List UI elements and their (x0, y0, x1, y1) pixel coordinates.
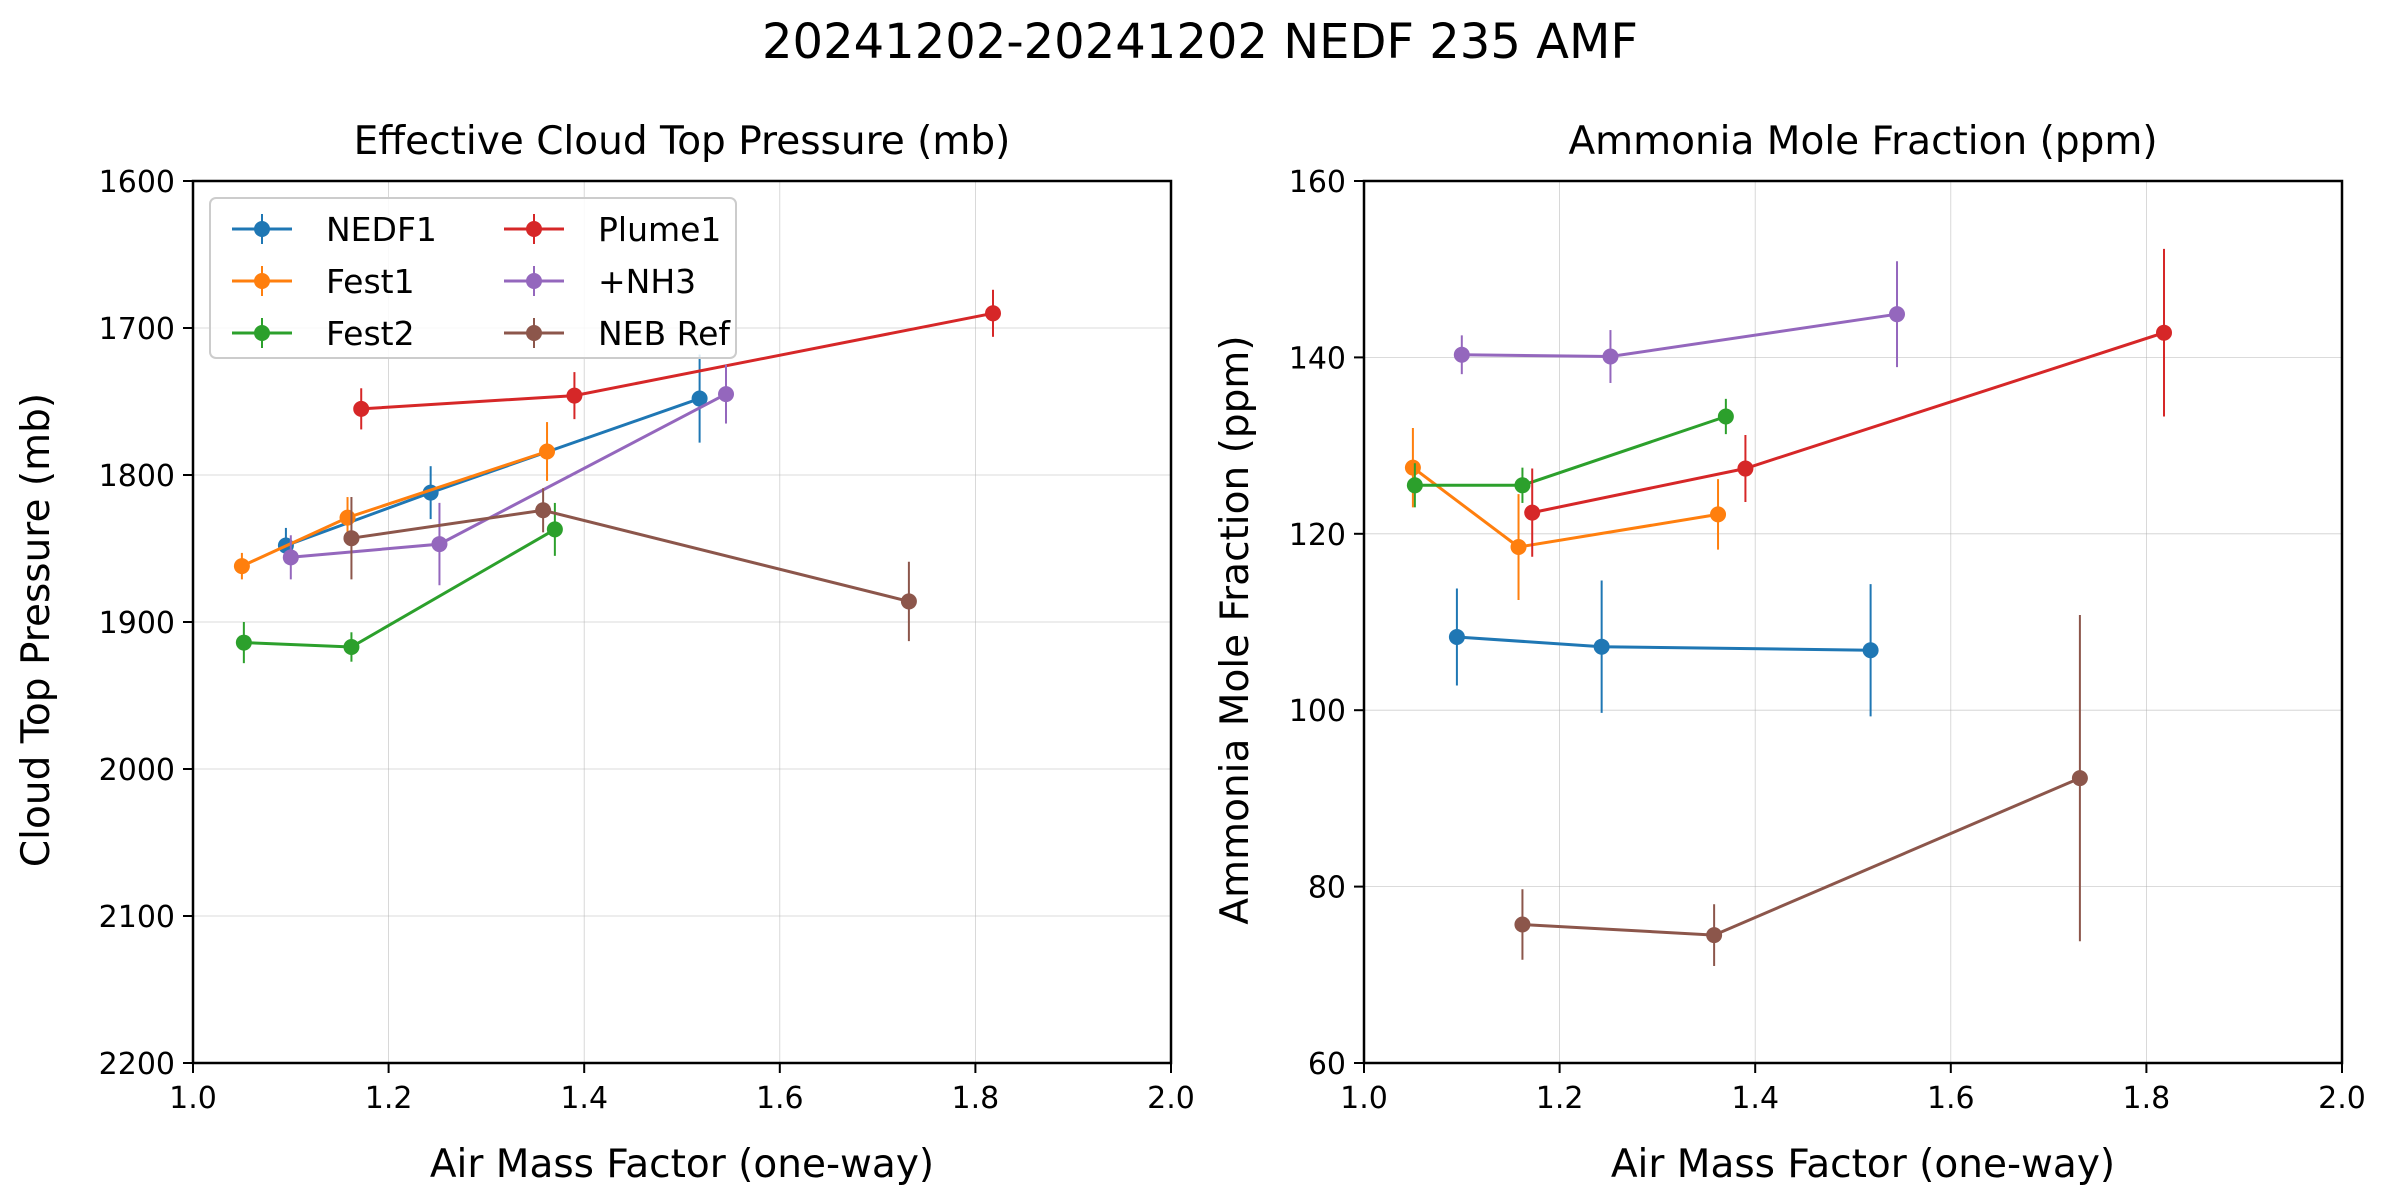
pressure-y-tick-label: 1900 (99, 606, 175, 641)
pressure-x-tick-label: 1.2 (365, 1081, 413, 1116)
ammonia-y-tick-label: 140 (1289, 341, 1346, 376)
pressure-fest1-point (233, 558, 250, 575)
ammonia-x-tick-label: 1.2 (1536, 1081, 1584, 1116)
pressure-x-tick-label: 1.0 (169, 1081, 217, 1116)
ammonia-x-axis-label: Air Mass Factor (one-way) (1611, 1142, 2115, 1187)
pressure-nedf1-point (691, 390, 708, 407)
ammonia-fest1-point (1404, 459, 1421, 476)
ammonia-x-tick-label: 1.6 (1927, 1081, 1975, 1116)
legend-marker (254, 325, 270, 341)
pressure-fest1-point (339, 509, 356, 526)
pressure-fest2-point (546, 521, 563, 538)
ammonia-nh3-point (1602, 348, 1619, 365)
ammonia-fest1-point (1710, 506, 1727, 523)
pressure-nh3-point (718, 386, 735, 403)
ammonia-x-tick-label: 1.8 (2123, 1081, 2171, 1116)
ammonia-fest2-point (1717, 408, 1734, 425)
legend-label: NEB Ref (598, 314, 731, 353)
pressure-neb-ref-point (900, 593, 917, 610)
ammonia-fest1-point (1510, 539, 1527, 556)
pressure-x-tick-label: 1.4 (560, 1081, 608, 1116)
pressure-fest2-point (235, 634, 252, 651)
pressure-panel-title: Effective Cloud Top Pressure (mb) (354, 119, 1011, 164)
ammonia-neb-ref-point (1706, 927, 1723, 944)
ammonia-x-tick-label: 1.4 (1731, 1081, 1779, 1116)
legend-entry-nedf1: NEDF1 (232, 210, 437, 249)
ammonia-nh3-point (1453, 346, 1470, 363)
ammonia-fest2-line (1414, 415, 1727, 487)
ammonia-panel-title: Ammonia Mole Fraction (ppm) (1568, 119, 2157, 164)
pressure-plume1-point (985, 305, 1002, 322)
legend-entry-fest1: Fest1 (232, 262, 415, 301)
pressure-neb-ref-point (343, 530, 360, 547)
ammonia-plume1-line (1531, 331, 2165, 515)
ammonia-nedf1-point (1448, 628, 1465, 645)
ammonia-y-tick-label: 120 (1289, 518, 1346, 553)
pressure-y-tick-label: 1600 (99, 165, 175, 200)
pressure-fest2-point (343, 638, 360, 655)
pressure-neb-ref-point (535, 502, 552, 519)
legend-marker (254, 273, 270, 289)
pressure-neb-ref-line (351, 508, 910, 603)
legend-label: Fest2 (326, 314, 415, 353)
ammonia-fest2-point (1514, 477, 1531, 494)
pressure-y-tick-label: 2200 (99, 1047, 175, 1082)
ammonia-plume1-point (1737, 460, 1754, 477)
ammonia-x-tick-label: 1.0 (1340, 1081, 1388, 1116)
ammonia-x-tick-label: 2.0 (2318, 1081, 2366, 1116)
ammonia-y-tick-label: 80 (1308, 871, 1346, 906)
ammonia-nedf1-point (1593, 638, 1610, 655)
pressure-nh3-point (282, 549, 299, 566)
legend-entry-plume1: Plume1 (504, 210, 721, 249)
pressure-x-tick-label: 2.0 (1147, 1081, 1195, 1116)
ammonia-axes-frame (1362, 179, 2344, 1065)
pressure-x-axis-label: Air Mass Factor (one-way) (430, 1142, 934, 1187)
legend-marker (254, 221, 270, 237)
pressure-plume1-point (353, 400, 370, 417)
legend-entry-nh3: +NH3 (504, 262, 696, 301)
ammonia-y-axis-label: Ammonia Mole Fraction (ppm) (1213, 335, 1258, 924)
legend-entry-neb-ref: NEB Ref (504, 314, 731, 353)
legend-marker (526, 221, 542, 237)
ammonia-nedf1-line (1456, 635, 1871, 652)
pressure-nh3-point (431, 536, 448, 553)
legend-label: Fest1 (326, 262, 415, 301)
ammonia-panel: Ammonia Mole Fraction (ppm) Air Mass Fac… (1213, 119, 2366, 1187)
ammonia-y-tick-label: 100 (1289, 694, 1346, 729)
pressure-x-tick-label: 1.6 (756, 1081, 804, 1116)
legend-marker (526, 273, 542, 289)
legend-marker (526, 325, 542, 341)
pressure-y-axis-label: Cloud Top Pressure (mb) (14, 393, 59, 867)
pressure-panel: Effective Cloud Top Pressure (mb) Air Ma… (14, 119, 1195, 1187)
pressure-y-tick-label: 2000 (99, 753, 175, 788)
ammonia-neb-ref-point (2071, 770, 2088, 787)
legend: NEDF1 Fest1 Fest2 Plume1 +NH3 NEB Ref (209, 197, 737, 359)
legend-label: +NH3 (598, 262, 696, 301)
ammonia-y-tick-label: 60 (1308, 1047, 1346, 1082)
pressure-plume1-point (566, 387, 583, 404)
pressure-y-tick-label: 2100 (99, 900, 175, 935)
pressure-y-tick-label: 1800 (99, 459, 175, 494)
legend-label: NEDF1 (326, 210, 437, 249)
pressure-x-tick-label: 1.8 (952, 1081, 1000, 1116)
ammonia-nedf1-point (1862, 642, 1879, 659)
pressure-fest1-point (539, 443, 556, 460)
ammonia-fest2-point (1406, 477, 1423, 494)
legend-frame (209, 197, 737, 359)
pressure-y-tick-label: 1700 (99, 312, 175, 347)
ammonia-nh3-point (1889, 306, 1906, 323)
legend-label: Plume1 (598, 210, 721, 249)
ammonia-y-tick-label: 160 (1289, 165, 1346, 200)
ammonia-neb-ref-point (1514, 916, 1531, 933)
ammonia-fest1-line (1411, 466, 1719, 549)
legend-entry-fest2: Fest2 (232, 314, 415, 353)
ammonia-neb-ref-line (1522, 776, 2081, 937)
ammonia-nh3-line (1461, 312, 1898, 359)
ammonia-plume1-point (1524, 504, 1541, 521)
figure-title: 20241202-20241202 NEDF 235 AMF (762, 14, 1638, 70)
ammonia-plume1-point (2156, 324, 2173, 341)
